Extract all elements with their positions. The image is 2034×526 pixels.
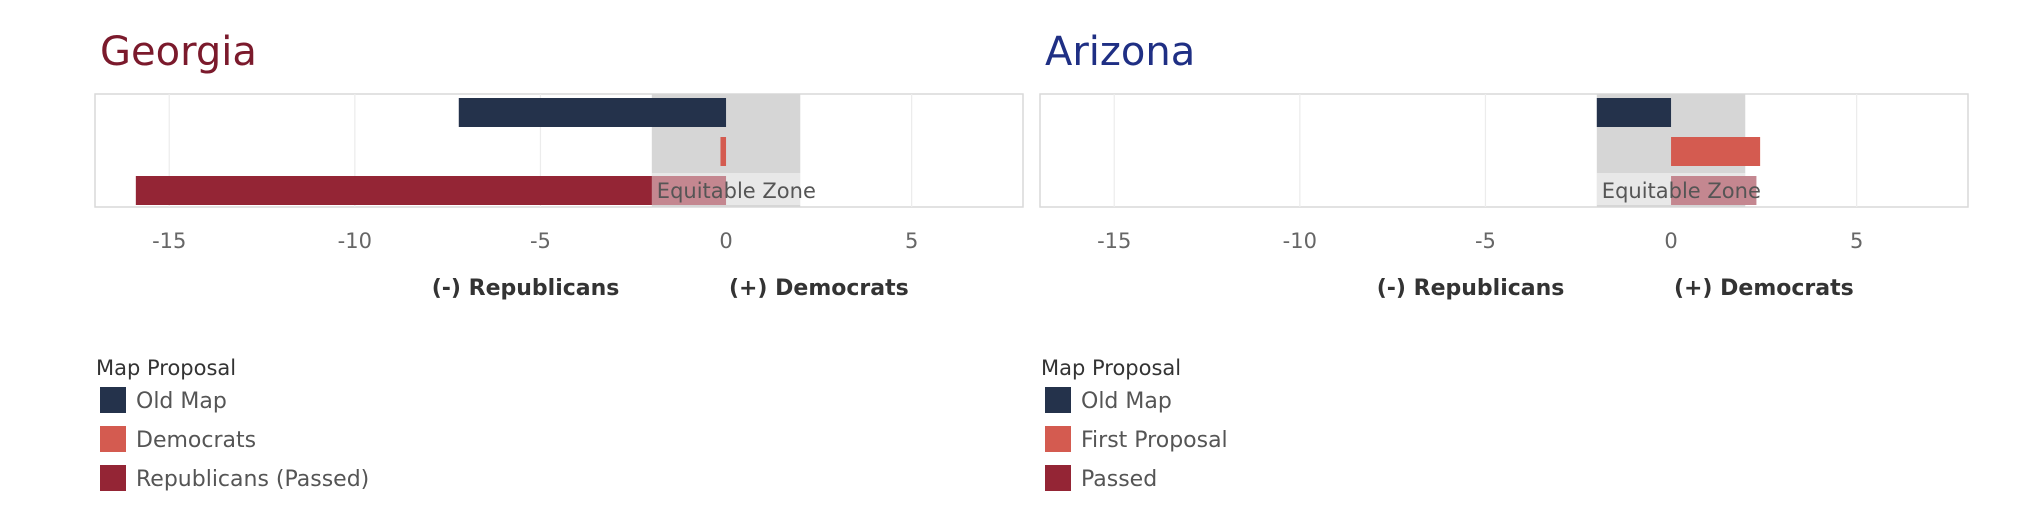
- arizona-bar-passed: [1671, 176, 1757, 205]
- arizona-zone-label-backdrop: [1596, 173, 1768, 205]
- georgia-legend-swatch: [100, 465, 126, 491]
- georgia-x-tick-label: 5: [905, 229, 918, 253]
- georgia-x-tick-label: -15: [152, 229, 186, 253]
- georgia-x-tick-label: 0: [719, 229, 732, 253]
- georgia-equitable-zone-label: Equitable Zone: [657, 179, 816, 203]
- arizona-x-tick-label: 0: [1664, 229, 1677, 253]
- georgia-legend-title: Map Proposal: [96, 356, 236, 380]
- arizona-legend-label: First Proposal: [1081, 428, 1228, 453]
- arizona-x-tick-label: -5: [1475, 229, 1496, 253]
- georgia-legend-label: Democrats: [136, 428, 256, 453]
- georgia-chart: Georgia Equitable Zone -15 -10 -5 0 5 (-) Repub…: [94, 29, 1024, 492]
- arizona-x-tick-label: -10: [1283, 229, 1317, 253]
- arizona-legend-swatch: [1045, 426, 1071, 452]
- georgia-chart-title: Georgia: [100, 29, 257, 75]
- georgia-legend-swatch: [100, 387, 126, 413]
- arizona-legend: Map Proposal Old Map First Proposal Passed: [1041, 356, 1228, 492]
- georgia-legend-swatch: [100, 426, 126, 452]
- arizona-equitable-zone-label: Equitable Zone: [1602, 179, 1761, 203]
- arizona-plot-frame: [1039, 93, 1969, 208]
- arizona-legend-swatch: [1045, 465, 1071, 491]
- arizona-legend-swatch: [1045, 387, 1071, 413]
- arizona-chart-title: Arizona: [1045, 29, 1195, 75]
- arizona-legend-title: Map Proposal: [1041, 356, 1181, 380]
- georgia-legend-label: Old Map: [136, 389, 227, 414]
- georgia-bar-democrats: [720, 137, 727, 166]
- arizona-axis-label-republicans: (-) Republicans: [1377, 276, 1565, 301]
- georgia-x-tick-label: -5: [530, 229, 551, 253]
- georgia-legend-label: Republicans (Passed): [136, 467, 369, 492]
- georgia-bar-republicans-passed: [135, 176, 727, 205]
- georgia-axis-label-republicans: (-) Republicans: [432, 276, 620, 301]
- arizona-axis-label-democrats: (+) Democrats: [1674, 276, 1854, 301]
- arizona-x-tick-label: 5: [1850, 229, 1863, 253]
- arizona-chart: Arizona Equitable Zone -15 -10 -5 0 5 (-) Repub…: [1039, 29, 1969, 492]
- georgia-x-tick-label: -10: [338, 229, 372, 253]
- georgia-zone-label-backdrop: [651, 173, 823, 205]
- arizona-bar-first-proposal: [1671, 137, 1761, 166]
- arizona-legend-label: Old Map: [1081, 389, 1172, 414]
- georgia-bar-old-map: [458, 98, 727, 127]
- arizona-bar-old-map: [1596, 98, 1672, 127]
- arizona-legend-label: Passed: [1081, 467, 1157, 492]
- georgia-legend: Map Proposal Old Map Democrats Republicans …: [96, 356, 369, 492]
- georgia-axis-label-democrats: (+) Democrats: [729, 276, 909, 301]
- arizona-x-tick-label: -15: [1097, 229, 1131, 253]
